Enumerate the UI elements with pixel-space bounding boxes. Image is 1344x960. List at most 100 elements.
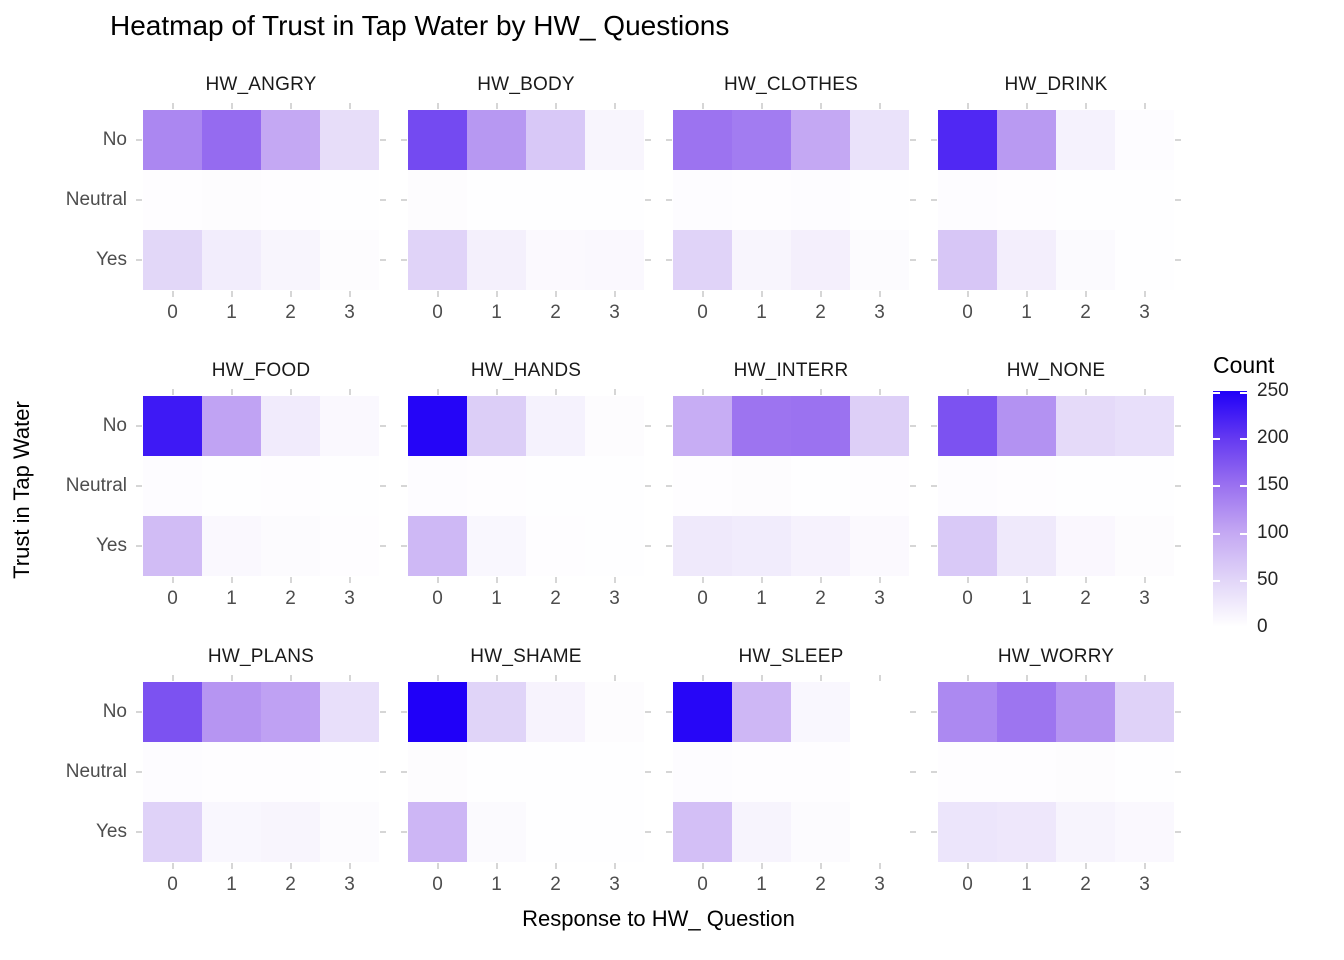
x-tick-label: 1	[226, 874, 237, 895]
x-tick-label: 3	[609, 588, 620, 609]
axis-tick	[910, 199, 916, 201]
heatmap-panel	[136, 103, 386, 297]
heatmap-cell	[408, 516, 467, 576]
axis-tick	[1025, 577, 1028, 583]
axis-tick	[401, 425, 407, 427]
heatmap-cell	[320, 230, 379, 290]
heatmap-cell	[1115, 456, 1174, 516]
axis-tick	[348, 103, 351, 109]
x-tick-label: 2	[285, 874, 296, 895]
heatmap-cell	[1115, 802, 1174, 862]
axis-tick	[645, 425, 651, 427]
heatmap-cell	[408, 742, 467, 802]
axis-tick	[1175, 199, 1181, 201]
axis-tick	[436, 863, 439, 869]
axis-tick	[380, 259, 386, 261]
y-tick-label: No	[102, 701, 127, 722]
heatmap-cell	[791, 170, 850, 230]
axis-tick	[1084, 675, 1087, 681]
heatmap-cell	[261, 230, 320, 290]
axis-tick	[613, 103, 616, 109]
axis-tick	[931, 199, 937, 201]
heatmap-cell	[938, 110, 997, 170]
axis-tick	[1143, 863, 1146, 869]
heatmap-cell	[1056, 456, 1115, 516]
heatmap-panel	[666, 389, 916, 583]
x-axis-tick-labels: 0 1 2 3	[143, 588, 379, 610]
axis-tick	[666, 425, 672, 427]
heatmap-cell	[1115, 742, 1174, 802]
x-tick-label: 2	[815, 874, 826, 895]
heatmap-cell	[320, 456, 379, 516]
x-axis-tick-labels: 0 1 2 3	[673, 874, 909, 896]
axis-tick	[1084, 863, 1087, 869]
x-tick-label: 0	[167, 588, 178, 609]
x-tick-label: 2	[285, 302, 296, 323]
axis-tick	[380, 545, 386, 547]
axis-tick	[701, 675, 704, 681]
x-tick-label: 0	[432, 302, 443, 323]
axis-tick	[666, 199, 672, 201]
heatmap-cell	[143, 682, 202, 742]
axis-tick	[613, 389, 616, 395]
facet-hw_clothes: HW_CLOTHES 0 1 2 3	[666, 72, 916, 324]
axis-tick	[1175, 485, 1181, 487]
axis-tick	[1143, 103, 1146, 109]
facet-strip-label: HW_BODY	[477, 74, 575, 95]
x-tick-label: 0	[432, 588, 443, 609]
axis-tick	[910, 771, 916, 773]
x-axis-tick-labels: 0 1 2 3	[408, 874, 644, 896]
heatmap-cell	[791, 230, 850, 290]
axis-tick	[348, 577, 351, 583]
axis-tick	[554, 291, 557, 297]
axis-tick	[436, 291, 439, 297]
heatmap-cell	[673, 110, 732, 170]
heatmap-cell	[143, 516, 202, 576]
heatmap-cell	[467, 456, 526, 516]
facet-hw_worry: HW_WORRY 0 1 2 3	[931, 644, 1181, 896]
heatmap-cell	[408, 802, 467, 862]
heatmap-cell	[1056, 802, 1115, 862]
heatmap-cell	[1115, 682, 1174, 742]
axis-tick	[1175, 771, 1181, 773]
axis-tick	[171, 863, 174, 869]
axis-tick	[401, 259, 407, 261]
axis-tick	[966, 103, 969, 109]
heatmap-cell	[585, 682, 644, 742]
heatmap-cell	[1115, 170, 1174, 230]
axis-tick	[878, 863, 881, 869]
heatmap-cell	[202, 802, 261, 862]
axis-tick	[666, 485, 672, 487]
heatmap-cell	[408, 110, 467, 170]
facet-row: No Neutral Yes HW_ANGRY 0 1 2 3 HW_BODY 0 1 2 3 HW_CL…	[46, 72, 1181, 324]
heatmap-cell	[1056, 396, 1115, 456]
axis-tick	[666, 771, 672, 773]
axis-tick	[910, 711, 916, 713]
axis-tick	[760, 389, 763, 395]
x-tick-label: 0	[432, 874, 443, 895]
y-tick-label: Yes	[96, 535, 127, 556]
axis-tick	[701, 577, 704, 583]
axis-tick	[436, 577, 439, 583]
x-tick-label: 3	[1139, 874, 1150, 895]
heatmap-cell	[143, 396, 202, 456]
legend-tick-label: 150	[1257, 474, 1289, 496]
axis-tick	[436, 675, 439, 681]
heatmap-cell	[408, 456, 467, 516]
heatmap-cell	[850, 110, 909, 170]
heatmap-cell	[261, 682, 320, 742]
x-tick-label: 1	[491, 588, 502, 609]
axis-tick	[1143, 675, 1146, 681]
legend-tick-mark	[1240, 579, 1247, 582]
heatmap-cell	[938, 170, 997, 230]
heatmap-panel	[931, 675, 1181, 869]
x-tick-label: 3	[344, 874, 355, 895]
heatmap-cell	[850, 170, 909, 230]
heatmap-cell	[1056, 516, 1115, 576]
axis-tick	[760, 863, 763, 869]
axis-tick	[554, 863, 557, 869]
axis-tick	[171, 389, 174, 395]
heatmap-cell	[261, 170, 320, 230]
axis-tick	[966, 863, 969, 869]
axis-tick	[819, 389, 822, 395]
